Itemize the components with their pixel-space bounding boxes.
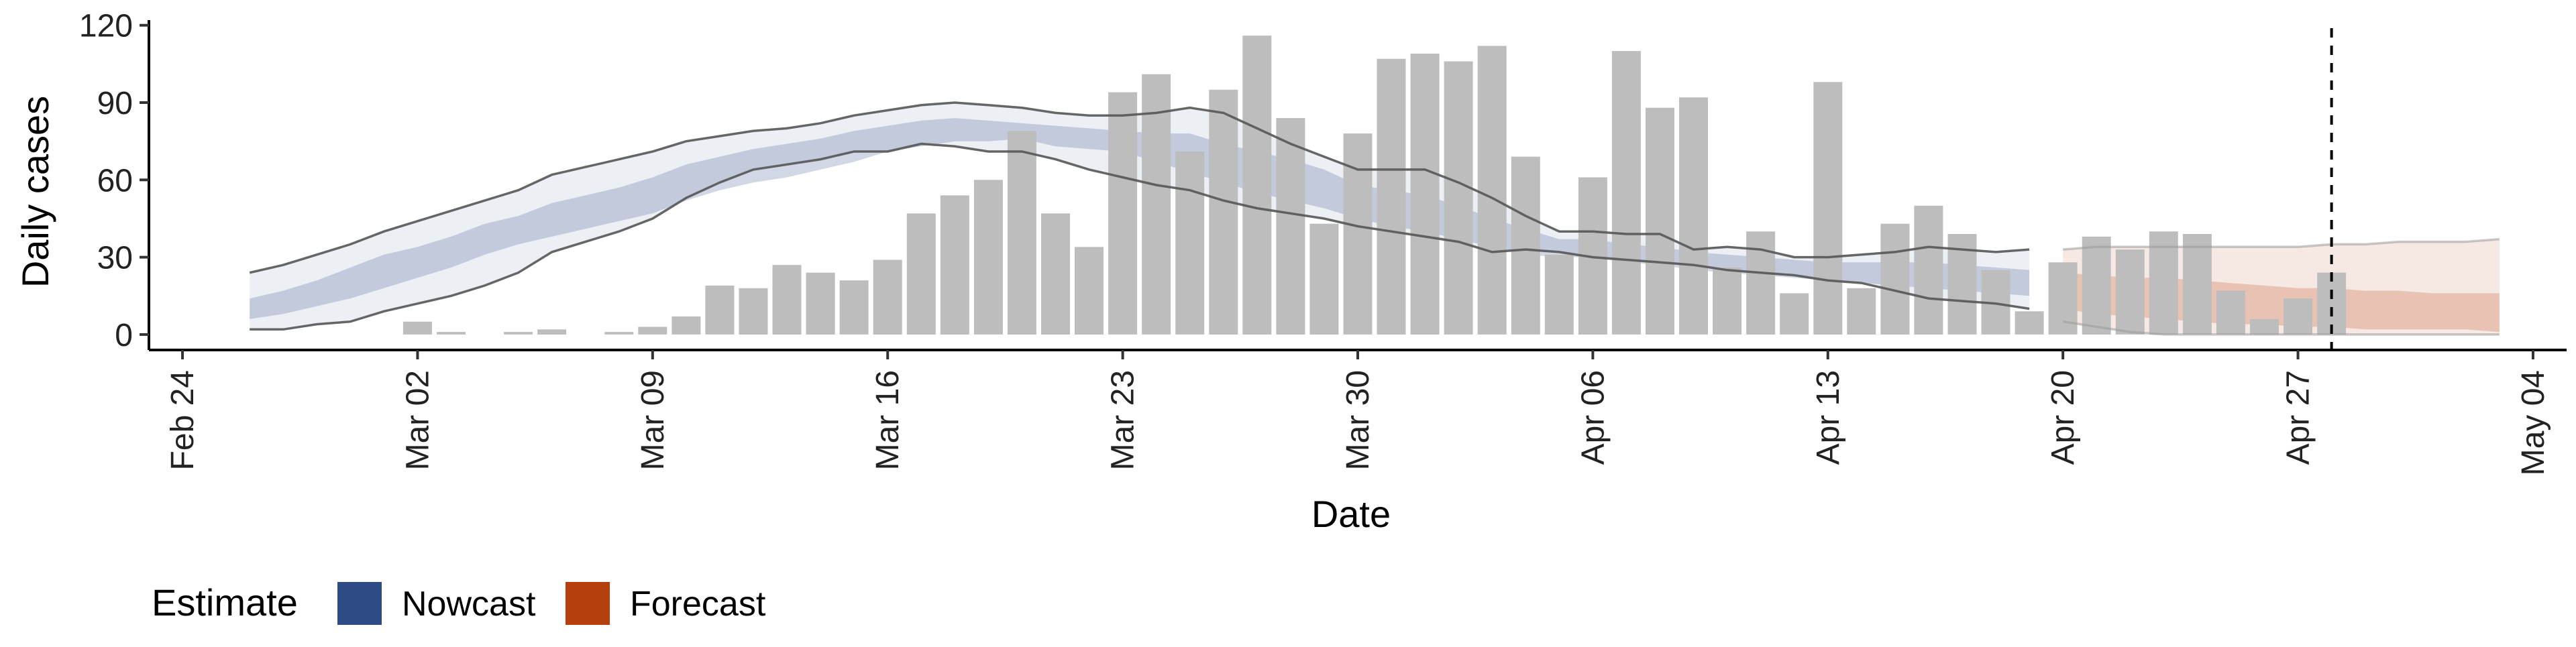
legend: Estimate Nowcast Forecast	[152, 581, 766, 625]
bar-2020-03-29	[1309, 223, 1339, 335]
x-tick-label-2020-02-24: Feb 24	[165, 370, 201, 470]
bar-2020-03-20	[1007, 131, 1036, 335]
axes-layer: 0 30 60 90 120 Feb 24 Mar 02 Mar 09 Mar 16 Mar 23…	[14, 9, 2567, 535]
x-tick-label-2020-03-16: Mar 16	[870, 370, 906, 470]
bar-2020-04-21	[2082, 236, 2111, 335]
bar-2020-04-23	[2149, 231, 2178, 335]
bar-2020-04-15	[1880, 223, 1910, 335]
bar-2020-03-22	[1075, 247, 1104, 335]
bar-2020-03-27	[1242, 36, 1272, 335]
bar-2020-03-17	[906, 213, 936, 335]
bar-2020-03-21	[1041, 213, 1070, 335]
y-tick-label-90: 90	[97, 86, 133, 121]
bar-2020-03-15	[839, 280, 869, 335]
bar-2020-03-25	[1175, 152, 1205, 335]
bar-2020-04-10	[1713, 268, 1742, 335]
bar-2020-04-13	[1813, 82, 1843, 335]
bar-2020-03-26	[1209, 89, 1238, 335]
y-axis-title: Daily cases	[14, 96, 56, 288]
bar-2020-03-11	[705, 285, 735, 335]
bar-2020-03-31	[1377, 58, 1406, 335]
bar-2020-03-08	[604, 332, 634, 335]
legend-label-nowcast: Nowcast	[402, 585, 536, 624]
x-tick-label-2020-04-06: Apr 06	[1575, 370, 1611, 465]
forecast-lower-line	[2062, 320, 2500, 336]
bar-2020-03-28	[1276, 118, 1305, 335]
x-tick-label-2020-03-09: Mar 09	[635, 370, 671, 470]
nowcast-lower-line	[250, 142, 2030, 331]
bar-2020-04-27	[2284, 298, 2312, 335]
bar-2020-03-03	[437, 332, 466, 335]
bar-2020-04-12	[1780, 293, 1809, 335]
bar-2020-04-22	[2115, 249, 2145, 335]
bar-2020-04-09	[1679, 97, 1708, 335]
bar-2020-04-04	[1511, 156, 1540, 335]
bar-2020-04-24	[2182, 234, 2212, 335]
bar-2020-04-26	[2250, 318, 2279, 335]
bar-2020-04-25	[2216, 290, 2245, 335]
bar-2020-04-11	[1746, 231, 1776, 335]
y-tick-label-30: 30	[97, 241, 133, 276]
y-tick-label-0: 0	[115, 318, 133, 353]
y-tick-label-60: 60	[97, 163, 133, 198]
legend-title: Estimate	[152, 581, 298, 624]
bar-2020-04-03	[1477, 46, 1507, 335]
bar-2020-03-13	[772, 265, 802, 335]
x-tick-label-2020-04-13: Apr 13	[1811, 370, 1846, 465]
bar-2020-03-24	[1142, 74, 1171, 335]
x-axis-title: Date	[1311, 493, 1391, 535]
bar-2020-03-10	[672, 316, 701, 335]
x-tick-label-2020-03-02: Mar 02	[400, 370, 435, 470]
x-tick-label-2020-03-23: Mar 23	[1106, 370, 1141, 470]
x-tick-label-2020-05-04: May 04	[2516, 370, 2551, 475]
x-tick-label-2020-04-20: Apr 20	[2045, 370, 2081, 465]
bar-2020-04-08	[1646, 107, 1674, 335]
bar-2020-03-16	[873, 259, 902, 335]
bar-2020-04-19	[2015, 311, 2044, 335]
forecast-upper-line	[2063, 237, 2500, 251]
nowcast-upper-line	[249, 101, 2030, 274]
bar-2020-04-05	[1544, 254, 1574, 335]
bar-2020-03-19	[973, 180, 1003, 335]
x-tick-label-2020-03-30: Mar 30	[1340, 370, 1376, 470]
bar-2020-03-14	[806, 272, 835, 335]
bar-2020-04-01	[1410, 54, 1440, 335]
bar-2020-03-06	[537, 329, 567, 335]
bar-2020-03-18	[940, 195, 969, 335]
legend-key-nowcast	[337, 582, 382, 625]
legend-label-forecast: Forecast	[630, 585, 766, 624]
bar-2020-04-07	[1611, 51, 1641, 335]
bar-2020-03-09	[638, 327, 667, 335]
bar-2020-04-28	[2317, 272, 2347, 335]
legend-key-forecast	[566, 582, 610, 625]
nowcast-band-50	[250, 118, 2030, 319]
bar-2020-03-23	[1108, 92, 1138, 335]
bar-2020-04-16	[1914, 205, 1943, 335]
bar-2020-03-05	[504, 332, 533, 335]
bar-2020-03-02	[402, 321, 432, 335]
bar-2020-03-12	[739, 288, 768, 335]
x-tick-label-2020-04-27: Apr 27	[2281, 370, 2316, 465]
bar-2020-03-30	[1343, 133, 1373, 335]
y-tick-label-120: 120	[79, 9, 133, 44]
nowcast-band-90	[250, 103, 2030, 330]
bar-2020-04-02	[1444, 61, 1473, 335]
bar-2020-04-14	[1847, 288, 1876, 335]
line-layer	[249, 101, 2500, 336]
